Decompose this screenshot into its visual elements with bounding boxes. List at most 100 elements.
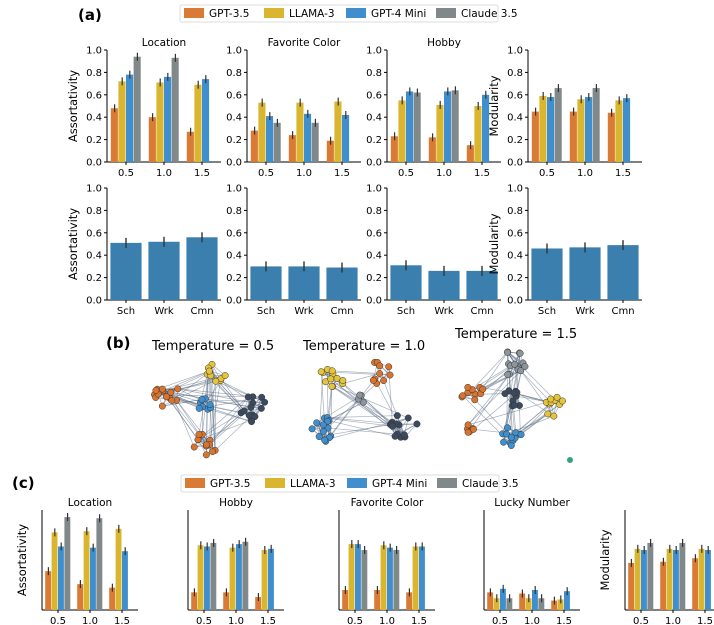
network-10-node <box>376 362 384 370</box>
a2-bar-GPT35-0.5 <box>250 130 258 162</box>
network-05-node <box>245 412 253 419</box>
c1-ylabel: Assortativity <box>15 524 29 596</box>
network-05-node <box>244 393 252 401</box>
network-05-node <box>209 448 217 456</box>
network-05-node <box>168 396 176 404</box>
a5-ytick-label: 0.4 <box>86 251 102 262</box>
legend-c-frame <box>180 474 500 493</box>
network-05-node <box>152 386 160 394</box>
c4-bar-GPT4Mini-0.5 <box>500 588 506 610</box>
network-05-edge <box>198 419 252 441</box>
network-05-node <box>158 385 166 393</box>
a8-ytick-label: 0.8 <box>507 206 523 217</box>
a3-xtick-label: 1.5 <box>474 168 490 179</box>
c3-bar-Claude35-1.0 <box>393 550 400 610</box>
a3-ytick-label: 0.8 <box>366 68 382 79</box>
a3-title: Hobby <box>427 37 461 49</box>
a1-xtick-label: 0.5 <box>118 168 134 179</box>
c2-bar-GPT4Mini-0.5 <box>204 546 210 610</box>
legend-a-label-GPT4Mini: GPT-4 Mini <box>371 8 426 20</box>
network-title-10: Temperature = 1.0 <box>303 339 426 354</box>
legend-a-label-GPT35: GPT-3.5 <box>209 8 249 20</box>
network-15-node <box>516 349 524 357</box>
a8-ytick-label: 0.6 <box>507 228 523 239</box>
c5-bar-GPT4Mini-1.0 <box>673 550 679 610</box>
a4-ytick-label: 0.6 <box>507 90 523 101</box>
network-05-edge <box>215 381 252 422</box>
a5-bar-Cmn <box>186 237 218 300</box>
network-10-node <box>380 377 388 385</box>
network-15-node <box>464 383 472 391</box>
c4-bar-GPT35-0.5 <box>487 592 494 610</box>
a2-bar-GPT4Mini-1.5 <box>342 114 350 162</box>
network-15-edge <box>519 405 521 435</box>
network-15-node <box>459 392 467 400</box>
a4-xtick-label: 1.0 <box>577 168 593 179</box>
a5-ytick-label: 0.0 <box>86 296 102 307</box>
legend-c-label-GPT4Mini: GPT-4 Mini <box>372 478 427 490</box>
network-15-node <box>547 395 555 403</box>
legend-c-swatch-GPT35 <box>185 478 205 488</box>
network-10-node <box>328 382 336 390</box>
c2-xtick-label: 1.0 <box>228 616 244 625</box>
c2-bar-GPT4Mini-1.5 <box>268 548 274 610</box>
legend-c-label-LLAMA3: LLAMA-3 <box>290 478 336 490</box>
a3-ytick-label: 0.2 <box>366 135 382 146</box>
a8-ytick-label: 0.2 <box>507 273 523 284</box>
network-15-edge <box>482 370 521 390</box>
a3-bar-LLAMA3-0.5 <box>398 100 406 162</box>
c1-bar-GPT35-1.0 <box>77 584 84 610</box>
a4-ylabel: Modularity <box>487 75 501 136</box>
c1-xtick-label: 0.5 <box>50 616 66 625</box>
network-10-edge <box>342 373 380 384</box>
legend-a-label-LLAMA3: LLAMA-3 <box>289 8 335 20</box>
c2-xtick-label: 1.5 <box>260 616 276 625</box>
network-05-node <box>257 404 265 412</box>
c5-bar-GPT35-1.0 <box>660 561 667 610</box>
network-05-node <box>212 377 220 385</box>
c1-bar-GPT35-0.5 <box>45 571 52 610</box>
a5-ytick-label: 1.0 <box>86 184 102 195</box>
a7-ytick-label: 0.8 <box>366 206 382 217</box>
c1-bar-Claude35-1.0 <box>96 518 103 610</box>
a2-bar-GPT35-1.5 <box>326 140 334 162</box>
a6-bar-Cmn <box>326 267 358 300</box>
network-05-node <box>261 398 269 406</box>
c4-bar-GPT4Mini-1.0 <box>532 590 538 610</box>
a4-bar-LLAMA3-0.5 <box>539 95 547 162</box>
c1-bar-GPT4Mini-0.5 <box>58 546 64 610</box>
legend-c-label-Claude35: Claude 3.5 <box>462 478 519 490</box>
a8-ylabel: Modularity <box>487 213 501 274</box>
a3-xtick-label: 1.0 <box>436 168 452 179</box>
network-15-edge <box>473 392 518 430</box>
a2-xtick-label: 0.5 <box>258 168 274 179</box>
network-15-edge <box>520 370 552 403</box>
panel-label-a: (a) <box>78 6 102 24</box>
a2-bar-Claude35-1.0 <box>311 122 319 162</box>
c2-bar-LLAMA3-1.5 <box>261 550 268 610</box>
network-10-node <box>308 425 316 433</box>
network-10-node <box>356 391 364 399</box>
a1-title: Location <box>142 37 186 49</box>
a1-bar-GPT4Mini-1.5 <box>202 79 210 162</box>
network-05-node <box>203 441 210 449</box>
a2-ytick-label: 0.8 <box>226 68 242 79</box>
network-05-node <box>162 393 170 401</box>
a6-xtick-label: Sch <box>257 306 275 317</box>
a4-ytick-label: 0.4 <box>507 113 523 124</box>
network-05-node <box>251 413 259 421</box>
a1-xtick-label: 1.0 <box>156 168 172 179</box>
a6-xtick-label: Wrk <box>294 306 314 317</box>
c1-bar-LLAMA3-1.0 <box>83 531 90 610</box>
network-15-node <box>501 390 509 398</box>
network-10-node <box>328 367 336 375</box>
c1-bar-LLAMA3-0.5 <box>51 532 58 610</box>
a3-bar-LLAMA3-1.0 <box>436 104 444 162</box>
a2-xtick-label: 1.5 <box>334 168 350 179</box>
c4-bar-GPT4Mini-1.5 <box>564 591 570 610</box>
a4-bar-GPT35-1.0 <box>569 111 577 162</box>
network-15-node <box>504 348 511 356</box>
network-10-node <box>400 431 408 439</box>
c4-bar-Claude35-0.5 <box>506 598 513 610</box>
